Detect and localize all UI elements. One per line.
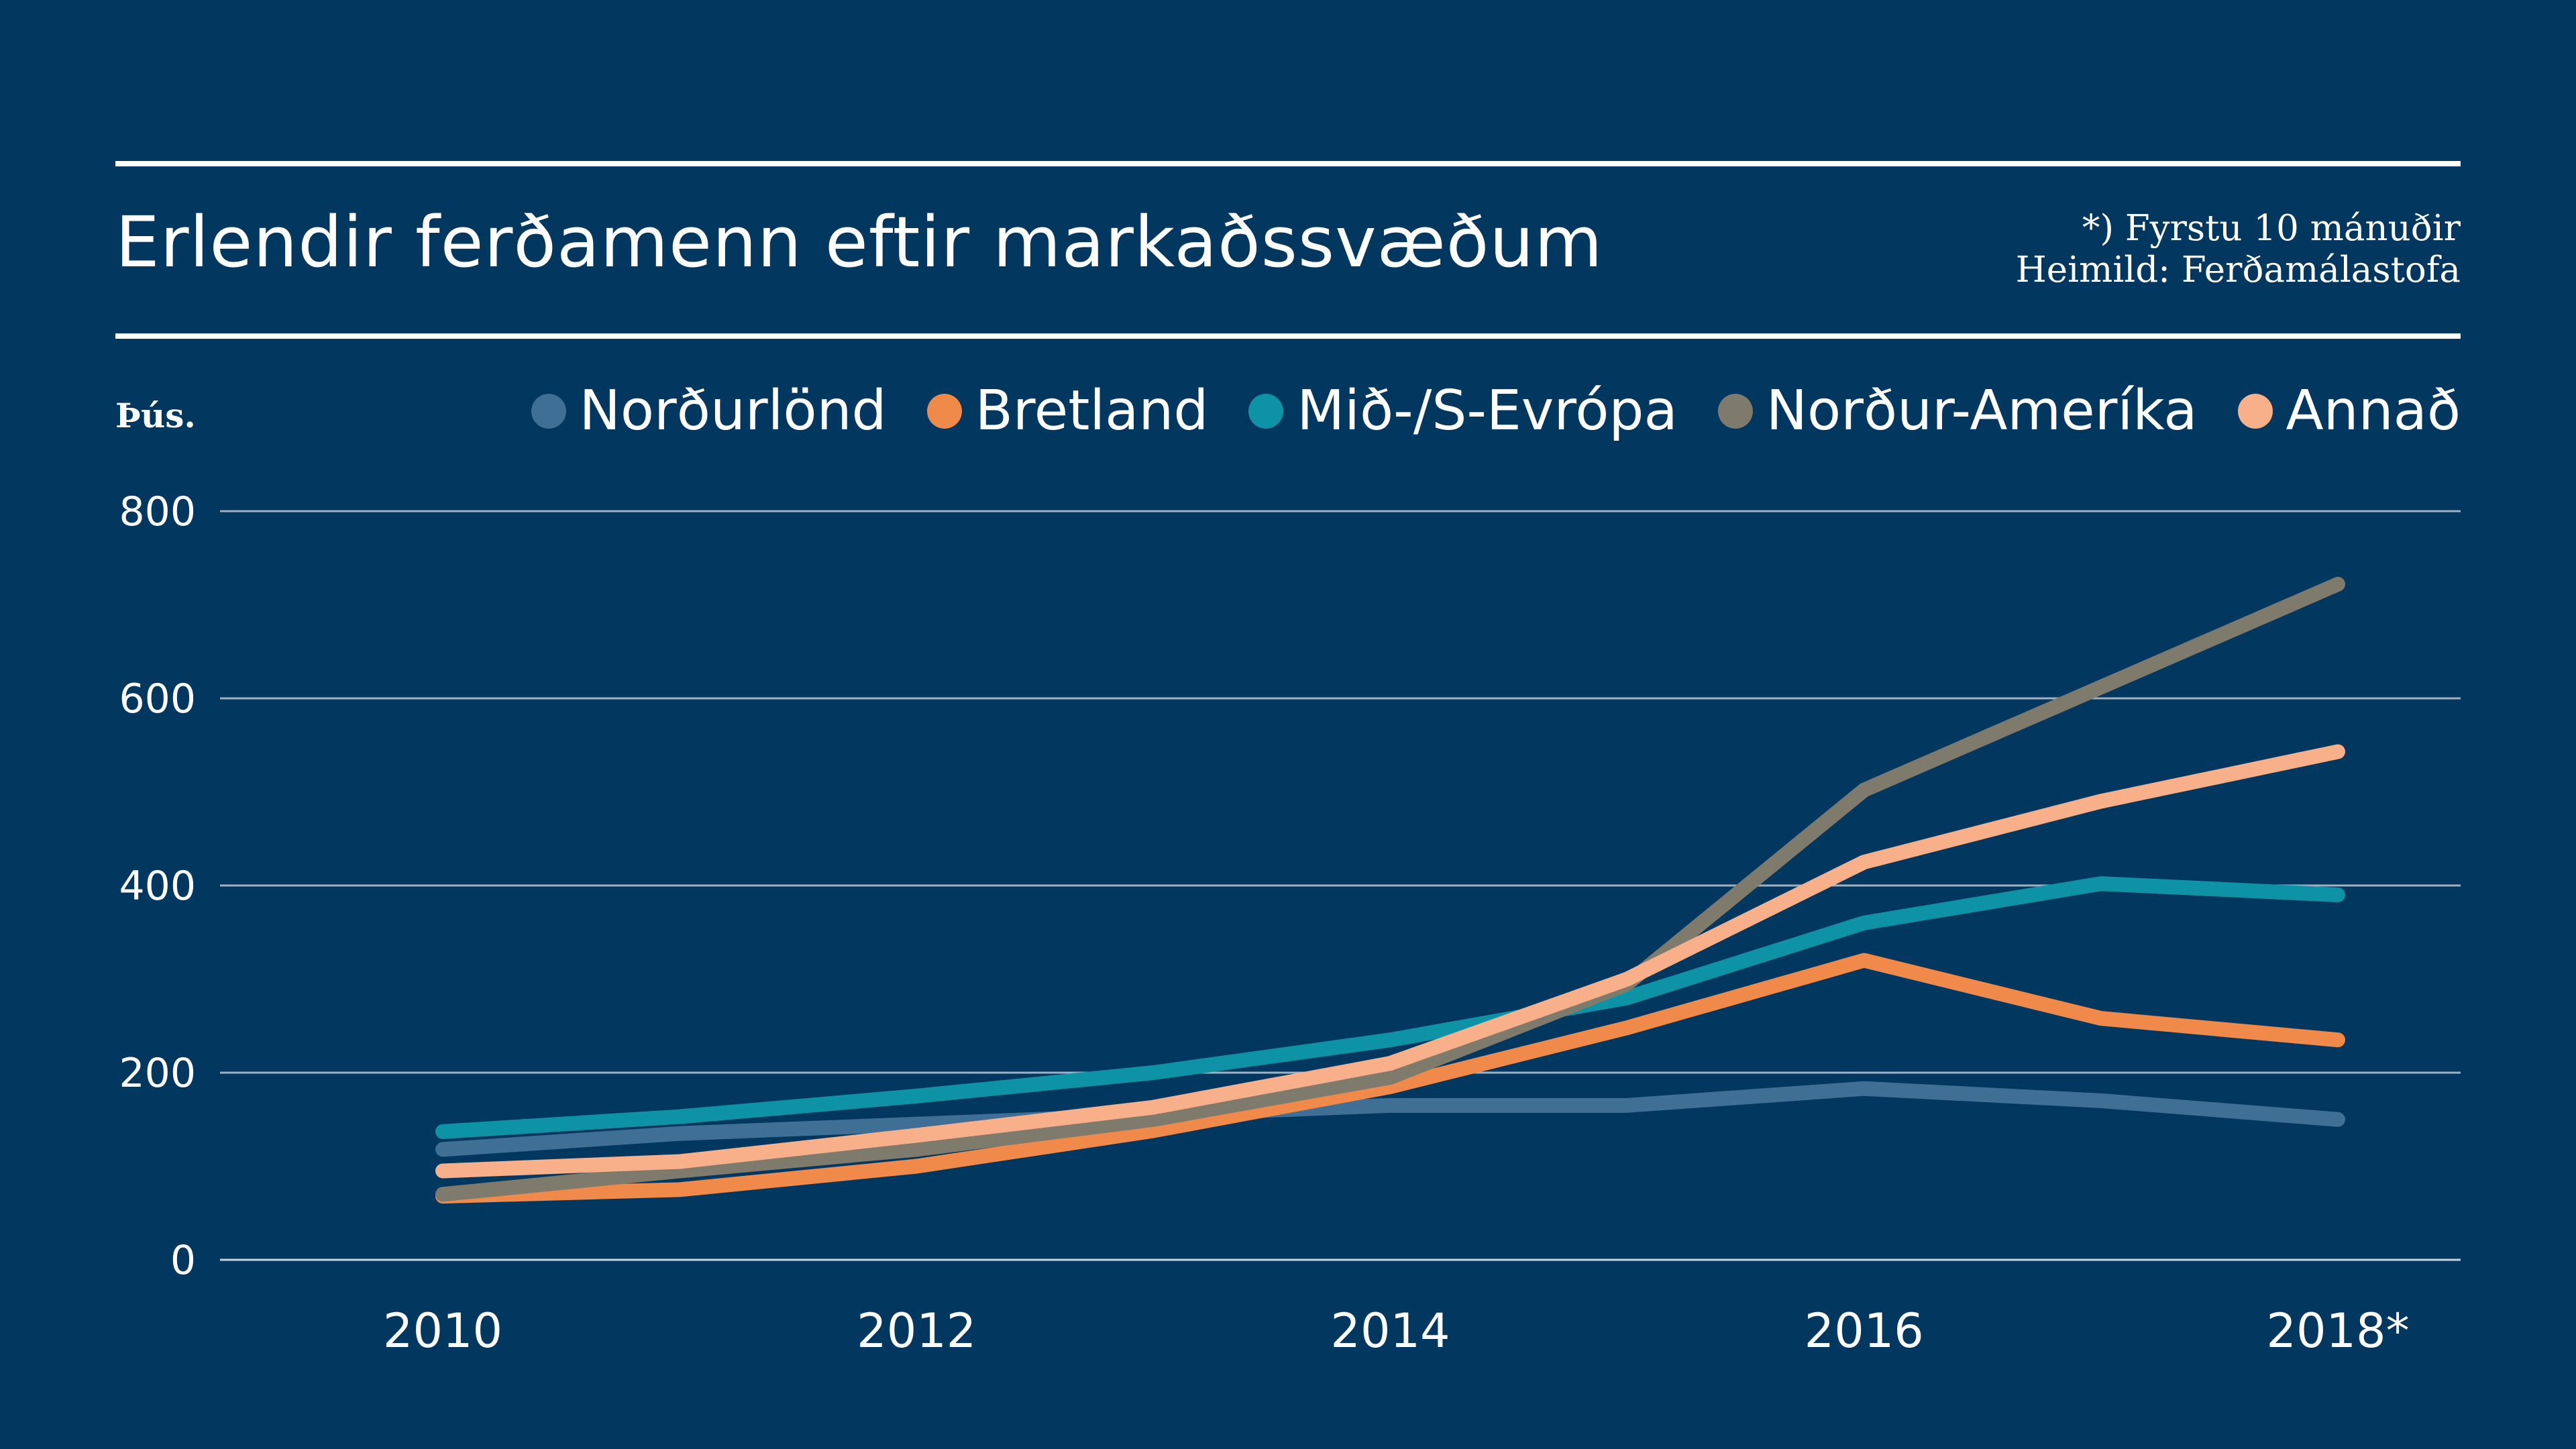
legend-label: Annað (2286, 379, 2461, 443)
series-line-nor-ur-amer-ka (435, 576, 2345, 1202)
legend-item-annad: Annað (2237, 379, 2461, 443)
legend-label: Mið-/S-Evrópa (1297, 379, 1678, 443)
legend-item-nordur-amerika: Norður-Ameríka (1717, 379, 2198, 443)
x-tick-label: 2016 (1805, 1303, 1924, 1358)
source-note: Heimild: Ferðamálastofa (2015, 250, 2461, 290)
legend-dot (2237, 393, 2273, 429)
y-axis-ticks: 0 200 400 600 800 (119, 488, 196, 1284)
y-tick-label: 0 (170, 1237, 196, 1284)
top-rule (115, 161, 2461, 166)
legend-label: Norðurlönd (579, 379, 887, 443)
y-tick-label: 400 (119, 863, 196, 910)
legend-dot (1248, 393, 1284, 429)
series-line-anna- (435, 744, 2345, 1179)
legend-item-mid-s-evropa: Mið-/S-Evrópa (1248, 379, 1678, 443)
legend-item-nordurlond: Norðurlönd (531, 379, 887, 443)
x-tick-label: 2012 (857, 1303, 976, 1358)
y-tick-label: 200 (119, 1050, 196, 1097)
series-line-bretland (435, 953, 2345, 1204)
series-line-mi-s-evr-pa (435, 876, 2345, 1139)
legend: Norðurlönd Bretland Mið-/S-Evrópa Norður… (531, 379, 2461, 443)
legend-dot (531, 393, 566, 429)
x-tick-label: 2014 (1330, 1303, 1450, 1358)
chart-title: Erlendir ferðamenn eftir markaðssvæðum (115, 201, 1603, 283)
legend-dot (926, 393, 962, 429)
chart-notes: *) Fyrstu 10 mánuðir Heimild: Ferðamálas… (2016, 208, 2461, 291)
legend-item-bretland: Bretland (926, 379, 1209, 443)
y-tick-label: 600 (119, 676, 196, 722)
bottom-rule (115, 333, 2461, 339)
footnote: *) Fyrstu 10 mánuðir (2082, 208, 2461, 249)
series-lines (435, 576, 2345, 1204)
y-tick-label: 800 (119, 488, 196, 535)
x-tick-label: 2018* (2266, 1303, 2409, 1358)
legend-label: Norður-Ameríka (1766, 379, 2198, 443)
series-line-nor-url-nd (435, 1081, 2345, 1157)
x-axis-ticks: 2010 2012 2014 2016 2018* (383, 1303, 2410, 1358)
legend-label: Bretland (975, 379, 1209, 443)
x-tick-label: 2010 (383, 1303, 502, 1358)
legend-dot (1717, 393, 1753, 429)
unit-label: Þús. (115, 396, 196, 435)
